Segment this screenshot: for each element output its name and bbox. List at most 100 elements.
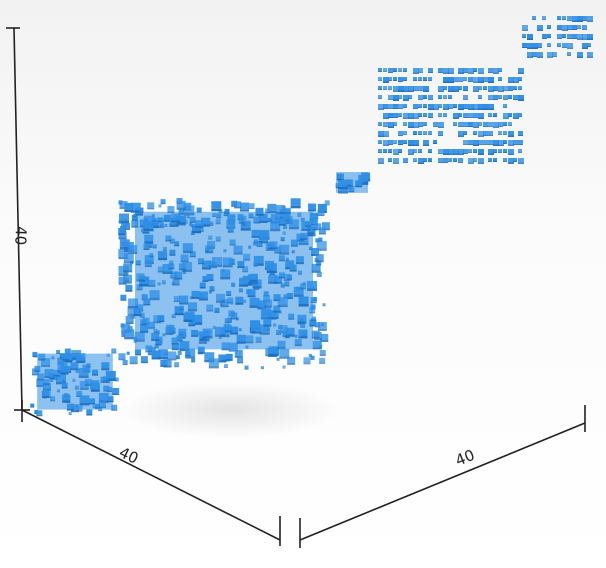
voxel-cluster-1-voxel [60,366,69,375]
voxel-cluster-1-voxel [89,398,96,405]
voxel-cluster-4-voxel [478,104,484,110]
voxel-cluster-2-voxel [173,296,180,303]
voxel-cluster-2-voxel [185,351,191,357]
voxel-cluster-1-voxel [41,390,49,398]
voxel-cluster-1-voxel [62,379,66,383]
voxel-cluster-4-voxel [513,77,519,83]
voxel-cluster-1-voxel [38,353,46,361]
voxel-cluster-4-voxel [463,77,467,81]
voxel-cluster-4-voxel [498,77,502,81]
voxel-cluster-2-voxel [319,357,326,364]
voxel-cluster-2-voxel [209,286,215,292]
voxel-cluster-2-voxel [128,298,139,309]
voxel-cluster-2-voxel [149,290,160,301]
voxel-cluster-2-voxel [125,284,133,292]
voxel-cluster-2-voxel [224,208,230,214]
voxel-cluster-2-voxel [278,255,285,262]
voxel-cluster-4-voxel [443,77,449,83]
voxel-cluster-4-voxel [403,122,407,126]
voxel-cluster-2-voxel [253,239,258,244]
voxel-cluster-4-voxel [383,77,389,83]
voxel-cluster-2-voxel [155,339,162,346]
voxel-cluster-2-voxel [151,333,160,342]
voxel-cluster-1-voxel [32,351,38,357]
voxel-cluster-4-voxel [408,86,414,92]
voxel-cluster-4-voxel [493,113,497,117]
voxel-cluster-1-voxel [86,409,93,416]
voxel-cluster-2-voxel [152,244,157,249]
voxel-cluster-4-voxel [453,86,459,92]
voxel-cluster-2-voxel [151,350,161,360]
voxel-cluster-2-voxel [215,236,221,242]
voxel-cluster-5-voxel [587,34,593,40]
voxel-cluster-4-voxel [378,122,382,126]
voxel-cluster-2-voxel [189,295,193,299]
voxel-cluster-4-voxel [413,77,417,81]
voxel-cluster-4-voxel [443,86,447,90]
voxel-cluster-2-voxel [309,207,314,212]
voxel-cluster-4-voxel [428,158,432,162]
voxel-cluster-5-voxel [527,34,533,40]
voxel-cluster-5-voxel [522,43,527,48]
voxel-cluster-4-voxel [408,113,414,119]
voxel-cluster-4-voxel [483,122,488,127]
voxel-cluster-4-voxel [398,104,403,109]
voxel-cluster-4-voxel [513,113,519,119]
voxel-cluster-2-voxel [118,249,129,260]
voxel-cluster-2-voxel [312,340,322,350]
voxel-cluster-4-voxel [438,68,443,73]
voxel-cluster-4-voxel [403,113,409,119]
voxel-cluster-2-voxel [174,271,183,280]
voxel-cluster-1-voxel [56,389,60,393]
voxel-cluster-4-voxel [408,122,414,128]
voxel-cluster-4-voxel [383,113,389,119]
voxel-cluster-2-voxel [191,358,196,363]
voxel-cluster-3-voxel [336,173,344,181]
voxel-cluster-2-voxel [145,345,153,353]
voxel-cluster-4-voxel [393,122,397,126]
voxel-cluster-2-voxel [290,198,301,209]
voxel-cluster-2-voxel [205,245,214,254]
voxel-cluster-2-voxel [221,342,230,351]
voxel-cluster-2-voxel [255,207,264,216]
voxel-cluster-4-voxel [388,68,393,73]
voxel-cluster-4-voxel [418,131,422,135]
voxel-cluster-4-voxel [468,113,473,118]
voxel-cluster-5-voxel [567,43,573,49]
voxel-cluster-5-voxel [522,34,526,38]
voxel-cluster-2-voxel [140,228,144,232]
voxel-cluster-2-voxel [276,329,282,335]
voxel-cluster-4-voxel [408,149,414,155]
voxel-cluster-4-voxel [383,149,387,153]
voxel-cluster-2-voxel [216,213,222,219]
voxel-cluster-2-voxel [278,218,286,226]
voxel-cluster-1-voxel [92,404,97,409]
voxel-cluster-2-voxel [121,332,126,337]
voxel-cluster-2-voxel [251,229,260,238]
voxel-cluster-4-voxel [413,68,419,74]
voxel-cluster-4-voxel [508,131,514,137]
voxel-cluster-4-voxel [468,122,473,127]
voxel-cluster-5-voxel [577,52,583,58]
voxel-cluster-4-voxel [423,158,427,162]
voxel-cluster-4-voxel [518,113,522,117]
voxel-cluster-2-voxel [297,314,307,324]
voxel-cluster-4-voxel [433,140,437,144]
voxel-cluster-5-voxel [577,25,581,29]
voxel-cluster-4-voxel [413,122,419,128]
voxel-cluster-2-voxel [164,223,168,227]
voxel-cluster-5-voxel [537,43,542,48]
voxel-cluster-4-voxel [478,158,484,164]
voxel-cluster-5-voxel [572,34,577,39]
voxel-cluster-3-voxel [338,180,348,190]
voxel-cluster-4-voxel [443,68,449,74]
voxel-cluster-2-voxel [312,316,317,321]
voxel-cluster-2-voxel [259,324,270,335]
voxel-cluster-2-voxel [174,306,184,316]
voxel-cluster-4-voxel [508,77,514,83]
z-axis-line [13,27,23,411]
voxel-cluster-4-voxel [503,113,509,119]
voxel-cluster-2-voxel [222,356,227,361]
voxel-cluster-1-voxel [68,412,72,416]
voxel-cluster-2-voxel [158,204,162,208]
